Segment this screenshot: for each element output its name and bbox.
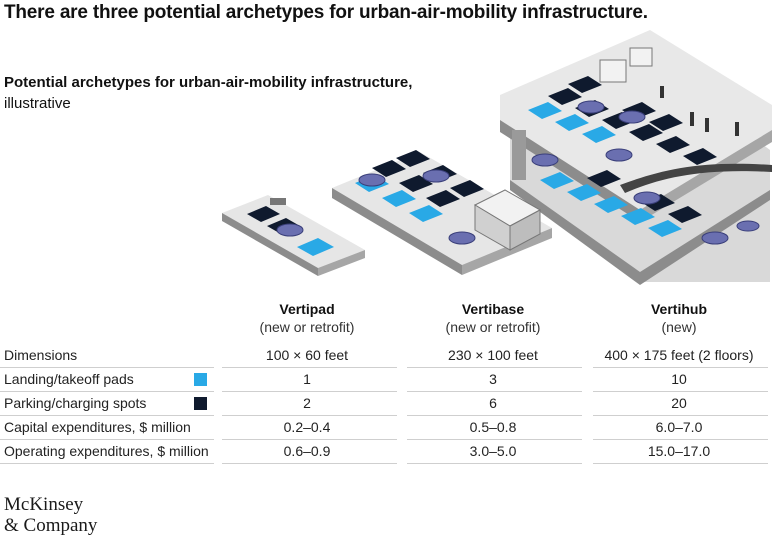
column-header-vertibase: Vertibase (new or retrofit) [418,300,568,336]
aircraft-icon [633,191,661,205]
cell-vertipad: 100 × 60 feet [265,347,349,363]
cell-vertipad: 1 [303,371,311,387]
cell-vertihub: 15.0–17.0 [647,443,711,459]
row-divider [222,415,397,416]
cell-vertihub: 10 [671,371,687,387]
aircraft-icon [422,169,450,183]
column-subname: (new) [661,319,697,335]
column-header-vertipad: Vertipad (new or retrofit) [232,300,382,336]
column-name: Vertipad [279,301,335,317]
row-divider [407,367,582,368]
pad-legend-swatch [194,373,207,386]
cell-vertihub: 400 × 175 feet (2 floors) [604,347,754,363]
aircraft-icon [531,153,559,167]
row-divider [407,415,582,416]
row-divider [222,391,397,392]
column-name: Vertihub [650,301,707,317]
row-divider [593,391,768,392]
spot-legend-swatch [194,397,207,410]
mckinsey-logo: McKinsey & Company [4,494,97,536]
logo-line-1: McKinsey [4,494,84,515]
table-row-parking-spots: Parking/charging spots 2 6 20 [0,392,770,414]
row-divider [0,415,214,416]
row-divider [593,415,768,416]
aircraft-group [276,100,760,245]
table-row-landing-pads: Landing/takeoff pads 1 3 10 [0,368,770,390]
row-divider [0,439,214,440]
column-name: Vertibase [461,301,525,317]
cell-vertibase: 3.0–5.0 [469,443,517,459]
infrastructure-illustration [222,30,772,285]
page-title: There are three potential archetypes for… [4,2,648,23]
row-divider [222,463,397,464]
column-subname: (new or retrofit) [259,319,355,335]
row-label: Operating expenditures, $ million [4,443,209,459]
row-divider [407,439,582,440]
row-divider [222,367,397,368]
aircraft-icon [577,100,605,114]
chart-subtitle: Potential archetypes for urban-air-mobil… [4,72,412,114]
row-label: Dimensions [4,347,78,363]
cell-vertipad: 0.6–0.9 [283,443,331,459]
cell-vertibase: 0.5–0.8 [469,419,517,435]
vertihub-illustration [500,30,772,285]
vertihub-lower-grid [540,170,702,237]
row-divider [0,391,214,392]
row-divider [222,439,397,440]
cell-vertihub: 6.0–7.0 [655,419,703,435]
cell-vertihub: 20 [671,395,687,411]
table-row-capex: Capital expenditures, $ million 0.2–0.4 … [0,416,770,438]
aircraft-icon [358,173,386,187]
aircraft-icon [605,148,633,162]
column-subname: (new or retrofit) [445,319,541,335]
row-divider [593,439,768,440]
row-divider [593,367,768,368]
row-divider [407,391,582,392]
aircraft-icon [276,223,304,237]
table-row-opex: Operating expenditures, $ million 0.6–0.… [0,440,770,462]
aircraft-icon [448,231,476,245]
row-label: Capital expenditures, $ million [4,419,191,435]
row-divider [0,463,214,464]
aircraft-icon [701,231,729,245]
row-label: Landing/takeoff pads [4,371,134,387]
cell-vertibase: 3 [489,371,497,387]
row-divider [0,367,214,368]
aircraft-icon [736,220,760,232]
table-row-dimensions: Dimensions 100 × 60 feet 230 × 100 feet … [0,344,770,366]
cell-vertipad: 2 [303,395,311,411]
row-divider [593,463,768,464]
row-divider [407,463,582,464]
aircraft-icon [618,110,646,124]
row-label: Parking/charging spots [4,395,147,411]
column-header-vertihub: Vertihub (new) [604,300,754,336]
subtitle-bold: Potential archetypes for urban-air-mobil… [4,74,413,91]
cell-vertipad: 0.2–0.4 [283,419,331,435]
cell-vertibase: 230 × 100 feet [448,347,538,363]
subtitle-normal: illustrative [4,95,71,112]
logo-line-2: & Company [4,515,98,536]
cell-vertibase: 6 [489,395,497,411]
